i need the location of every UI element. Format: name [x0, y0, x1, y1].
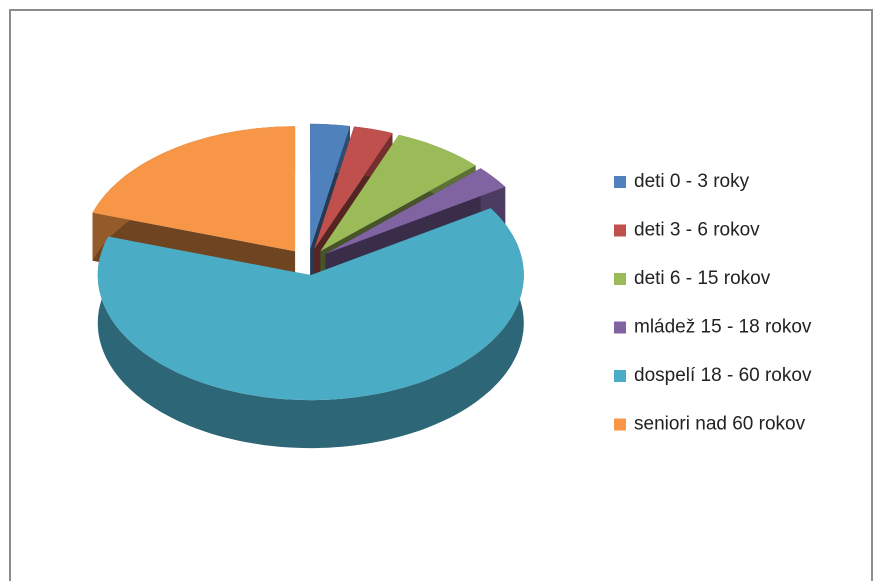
legend-label: deti 6 - 15 rokov [634, 268, 771, 289]
slice [92, 126, 296, 252]
slice [97, 208, 524, 401]
legend-swatch [614, 370, 626, 382]
legend-label: dospelí 18 - 60 rokov [634, 365, 812, 386]
legend-swatch [614, 418, 626, 431]
legend-swatch [614, 273, 626, 285]
slice [314, 126, 393, 250]
slice [320, 134, 476, 252]
legend-label: deti 3 - 6 rokov [634, 220, 760, 241]
legend-swatch [614, 224, 626, 237]
slice [310, 123, 350, 249]
legend-label: seniori nad 60 rokov [634, 414, 806, 435]
legend-swatch [614, 176, 626, 188]
slice-side [97, 208, 524, 449]
legend-label: mládež 15 - 18 rokov [634, 317, 812, 338]
legend: deti 0 - 3 roky deti 3 - 6 rokov deti 6 - … [614, 171, 812, 435]
legend-swatch [614, 321, 626, 334]
legend-label: deti 0 - 3 roky [634, 171, 750, 192]
pie-tops [92, 123, 524, 401]
slice [325, 168, 506, 254]
